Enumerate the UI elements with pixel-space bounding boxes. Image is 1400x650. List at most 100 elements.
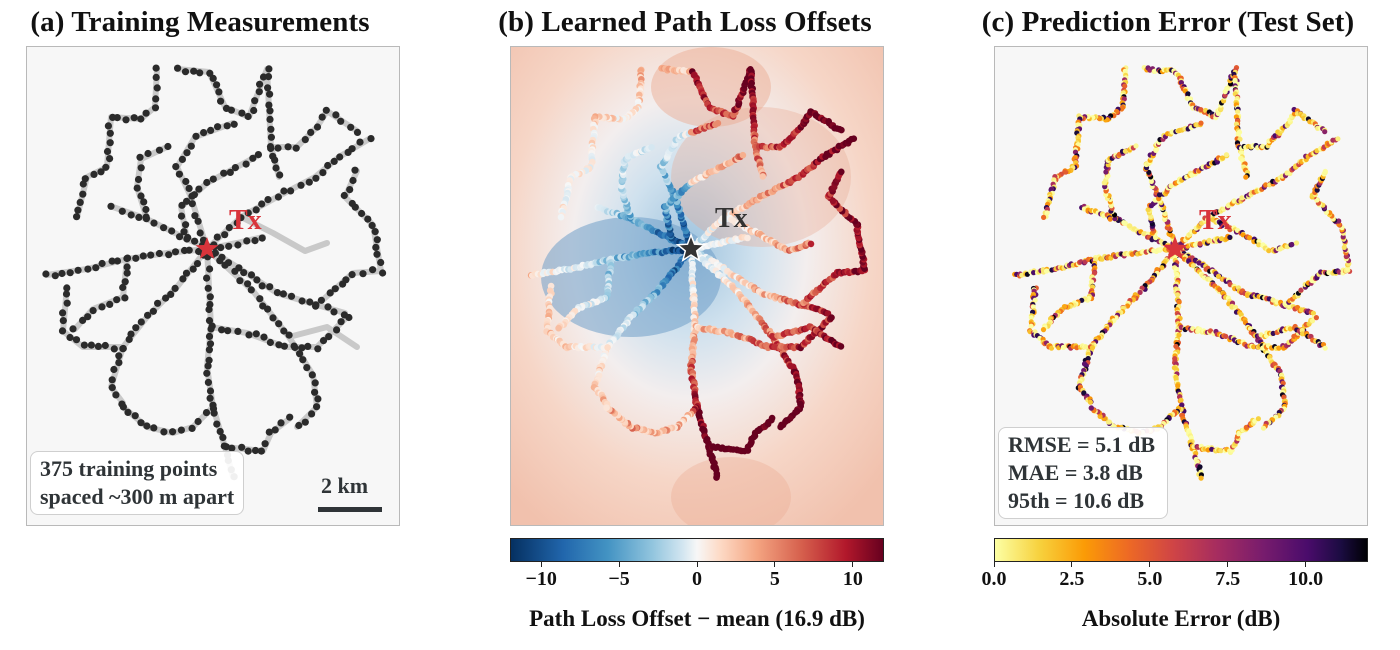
training-point [178,155,186,163]
offset-point [739,151,747,159]
training-point [312,302,320,310]
error-point [1031,270,1037,276]
route-line [286,324,360,350]
training-point [204,284,212,292]
training-point [251,446,260,455]
training-point [348,145,356,153]
error-point [1223,333,1229,339]
error-point [1243,174,1249,180]
training-point [280,342,288,350]
training-point [175,170,183,178]
error-point [1041,214,1047,220]
error-point [1158,246,1164,252]
training-point [308,371,316,379]
training-point [160,224,168,232]
training-point [337,117,345,125]
colorbar-b-tick-label: −5 [608,568,630,590]
training-point [154,299,162,307]
training-points [42,64,387,481]
error-point [1260,143,1266,149]
offset-point [807,240,815,248]
error-stats-annotation: RMSE = 5.1 dB MAE = 3.8 dB 95th = 10.6 d… [998,427,1169,519]
offset-point [838,168,845,176]
training-point [84,313,92,321]
training-point [234,327,242,335]
error-point [1075,122,1081,128]
colorbar-c-tick [1227,562,1229,567]
training-point [336,153,344,161]
training-point [205,356,213,364]
error-point [1122,83,1128,89]
colorbar-c-tick [1149,562,1151,567]
offset-point [850,135,858,142]
training-point [271,156,279,164]
path-loss-offset-map [511,47,883,525]
training-point [123,263,131,271]
error-point [1190,263,1197,269]
training-point [331,285,339,293]
training-point [221,231,229,239]
training-point [244,447,252,455]
training-point [379,269,387,277]
training-point [247,271,256,279]
training-point [182,269,191,277]
training-point [322,106,330,114]
training-point [332,111,340,119]
training-point [266,115,274,123]
colorbar-b [510,538,884,562]
training-point [319,337,328,345]
training-point [340,191,348,200]
training-point [277,419,285,427]
colorbar-b-tick [852,562,854,567]
error-point [1178,397,1184,403]
colorbar-c-tick [993,562,995,567]
error-point [1145,207,1151,213]
error-point [1298,287,1304,293]
training-point [153,84,161,92]
training-point [219,433,227,442]
training-point [244,280,252,288]
colorbar-b-tick [696,562,698,567]
training-point [121,278,129,286]
training-point [266,107,274,115]
training-point [348,199,356,208]
training-point [254,151,262,159]
training-point [311,388,319,396]
training-point [74,266,82,274]
training-point [356,138,364,146]
training-point [87,341,95,349]
training-point [171,248,180,256]
training-point [155,146,164,154]
training-point [206,394,214,402]
offset-point [828,314,835,321]
training-point [280,327,288,335]
panel-b-plot: Tx [510,46,884,526]
colorbar-c-tick-label: 0.0 [981,568,1007,590]
error-point [1227,234,1233,240]
training-point [185,246,193,254]
error-point [1289,241,1295,248]
error-point [1236,339,1242,345]
training-point [151,104,160,112]
panel-b-title: (b) Learned Path Loss Offsets [498,6,872,38]
training-point [174,64,182,72]
training-point [103,147,112,156]
training-point [102,163,110,171]
error-point [1293,240,1300,246]
training-point [250,106,258,115]
training-point [137,419,145,427]
training-point [190,191,198,199]
error-point [1196,260,1202,266]
training-point [238,109,246,117]
training-point [109,113,117,121]
prediction-error-map [1012,65,1353,481]
training-point [258,200,266,208]
error-point [1270,330,1276,336]
training-point [225,224,233,232]
training-point [231,267,239,275]
training-point [125,335,133,343]
error-point [1121,96,1127,102]
training-point [196,69,204,77]
offset-point [603,404,610,412]
error-point [1263,182,1269,188]
